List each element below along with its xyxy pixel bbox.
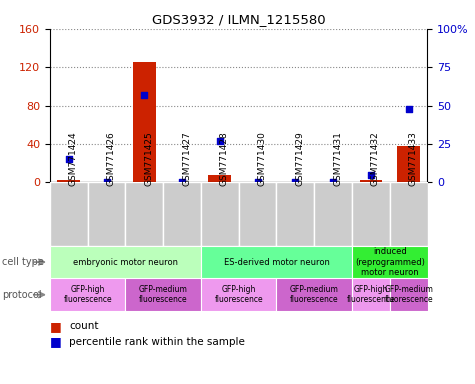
Bar (163, 182, 201, 246)
Text: embryonic motor neuron: embryonic motor neuron (73, 258, 178, 266)
Text: GSM771428: GSM771428 (220, 131, 229, 185)
Bar (360, 180, 382, 182)
Text: GSM771426: GSM771426 (106, 131, 115, 185)
Text: GFP-medium
fluorescence: GFP-medium fluorescence (290, 285, 339, 305)
Bar (209, 175, 231, 182)
Text: GSM771430: GSM771430 (257, 131, 266, 185)
Title: GDS3932 / ILMN_1215580: GDS3932 / ILMN_1215580 (152, 13, 325, 26)
Point (329, 179, 337, 185)
Bar (352, 246, 428, 278)
Text: count: count (69, 321, 98, 331)
Text: GFP-high
fluorescence: GFP-high fluorescence (63, 285, 112, 305)
Point (103, 179, 110, 185)
Text: cell type: cell type (2, 257, 44, 267)
Bar (352, 278, 390, 311)
Bar (87, 182, 125, 246)
Bar (50, 246, 201, 278)
Text: GSM771433: GSM771433 (408, 131, 418, 185)
Text: ■: ■ (50, 320, 62, 333)
Bar (238, 182, 276, 246)
Bar (314, 182, 352, 246)
Text: protocol: protocol (2, 290, 42, 300)
Bar (390, 182, 428, 246)
Text: GSM771429: GSM771429 (295, 131, 304, 185)
Bar (201, 278, 276, 311)
Point (405, 106, 412, 112)
Bar (57, 180, 80, 182)
Bar (276, 182, 314, 246)
Text: GSM771431: GSM771431 (333, 131, 342, 185)
Point (141, 92, 148, 98)
Bar (397, 146, 420, 182)
Text: GSM771432: GSM771432 (371, 131, 380, 185)
Bar (201, 182, 238, 246)
Point (178, 179, 186, 185)
Point (254, 179, 261, 185)
Bar (50, 278, 125, 311)
Text: induced
(reprogrammed)
motor neuron: induced (reprogrammed) motor neuron (355, 247, 425, 277)
Bar (125, 182, 163, 246)
Text: GSM771427: GSM771427 (182, 131, 191, 185)
Bar (201, 246, 352, 278)
Bar (352, 182, 390, 246)
Text: ES-derived motor neuron: ES-derived motor neuron (224, 258, 329, 266)
Text: percentile rank within the sample: percentile rank within the sample (69, 337, 245, 347)
Point (216, 138, 224, 144)
Bar (276, 278, 352, 311)
Text: GFP-medium
fluorescence: GFP-medium fluorescence (384, 285, 433, 305)
Text: GSM771424: GSM771424 (69, 131, 78, 185)
Point (65, 156, 73, 162)
Bar (390, 278, 428, 311)
Text: GFP-high
fluorescence: GFP-high fluorescence (347, 285, 395, 305)
Bar (125, 278, 201, 311)
Text: GSM771425: GSM771425 (144, 131, 153, 185)
Point (367, 172, 375, 178)
Bar (50, 182, 87, 246)
Text: ■: ■ (50, 335, 62, 348)
Point (292, 179, 299, 185)
Bar (133, 62, 156, 182)
Text: GFP-medium
fluorescence: GFP-medium fluorescence (139, 285, 188, 305)
Text: GFP-high
fluorescence: GFP-high fluorescence (214, 285, 263, 305)
